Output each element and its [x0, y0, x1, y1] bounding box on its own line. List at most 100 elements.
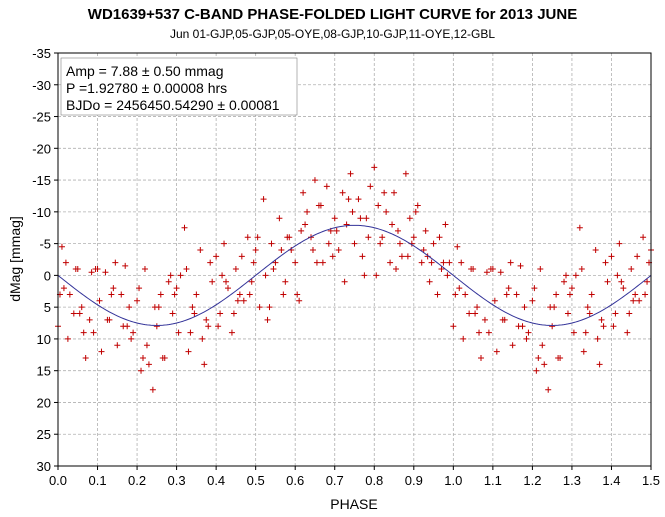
- data-point: [458, 259, 465, 266]
- data-point: [311, 177, 318, 184]
- data-point: [535, 354, 542, 361]
- data-point: [183, 266, 190, 273]
- data-point: [507, 259, 514, 266]
- data-point: [612, 310, 619, 317]
- data-point: [153, 323, 160, 330]
- data-point: [545, 386, 552, 393]
- annotation-period: P =1.92780 ± 0.00008 hrs: [66, 80, 227, 96]
- data-point: [525, 329, 532, 336]
- data-point: [145, 361, 152, 368]
- y-tick-label: -20: [32, 141, 51, 156]
- x-tick-label: 0.7: [326, 473, 344, 488]
- data-point: [620, 285, 627, 292]
- data-point: [438, 266, 445, 273]
- data-point: [555, 354, 562, 361]
- data-point: [141, 266, 148, 273]
- data-point: [624, 329, 631, 336]
- data-point: [576, 224, 583, 231]
- data-point: [201, 361, 208, 368]
- y-tick-label: -25: [32, 110, 51, 125]
- data-point: [531, 285, 538, 292]
- data-point: [98, 348, 105, 355]
- data-point: [460, 335, 467, 342]
- data-point: [351, 240, 358, 247]
- data-point: [363, 215, 370, 222]
- y-tick-label: 30: [37, 459, 51, 474]
- data-point: [110, 285, 117, 292]
- data-point: [387, 259, 394, 266]
- data-point: [598, 316, 605, 323]
- data-point: [539, 342, 546, 349]
- data-point: [485, 329, 492, 336]
- data-point: [412, 208, 419, 215]
- data-point: [636, 297, 643, 304]
- data-point: [582, 329, 589, 336]
- data-point: [584, 304, 591, 311]
- data-point: [566, 291, 573, 298]
- data-point: [594, 335, 601, 342]
- data-point: [130, 329, 137, 336]
- data-point: [509, 342, 516, 349]
- data-point: [610, 323, 617, 330]
- data-point: [578, 266, 585, 273]
- data-point: [122, 262, 129, 269]
- data-point: [446, 259, 453, 266]
- x-axis-ticks: 0.0 0.1 0.2 0.3 0.4 0.5 0.6 0.7 0.8 0.9 1.0 1.1 1.2 1…: [49, 466, 660, 488]
- data-point: [228, 329, 235, 336]
- data-point: [478, 354, 485, 361]
- data-point: [444, 272, 451, 279]
- data-point: [72, 266, 79, 273]
- y-tick-label: -10: [32, 205, 51, 220]
- data-point: [513, 291, 520, 298]
- data-point: [143, 342, 150, 349]
- data-point: [138, 367, 145, 374]
- data-point: [309, 246, 316, 253]
- data-point: [424, 253, 431, 260]
- data-point: [80, 329, 87, 336]
- data-point: [440, 259, 447, 266]
- data-point: [450, 323, 457, 330]
- x-tick-label: 1.3: [563, 473, 581, 488]
- data-point: [250, 259, 257, 266]
- data-point: [126, 304, 133, 311]
- data-point: [616, 240, 623, 247]
- data-point: [173, 285, 180, 292]
- data-point: [347, 170, 354, 177]
- data-point: [155, 304, 162, 311]
- data-point: [252, 246, 259, 253]
- data-point: [418, 259, 425, 266]
- data-point: [60, 285, 67, 292]
- data-point: [128, 335, 135, 342]
- data-point: [260, 196, 267, 203]
- data-point: [238, 253, 245, 260]
- data-point: [434, 291, 441, 298]
- data-point: [102, 269, 109, 276]
- data-point: [343, 221, 350, 228]
- data-point: [491, 297, 498, 304]
- data-point: [355, 196, 362, 203]
- y-tick-label: 15: [37, 364, 51, 379]
- data-point: [375, 202, 382, 209]
- chart-subtitle: Jun 01-GJP,05-GJP,05-OYE,08-GJP,10-GJP,1…: [169, 27, 496, 41]
- data-point: [604, 278, 611, 285]
- data-point: [319, 259, 326, 266]
- data-point: [205, 323, 212, 330]
- data-point: [270, 266, 277, 273]
- data-point: [221, 240, 228, 247]
- data-point: [272, 259, 279, 266]
- data-point: [553, 291, 560, 298]
- data-point: [189, 304, 196, 311]
- data-point: [404, 253, 411, 260]
- data-point: [394, 227, 401, 234]
- data-point: [373, 272, 380, 279]
- data-point: [159, 354, 166, 361]
- x-tick-label: 0.5: [247, 473, 265, 488]
- data-point: [112, 259, 119, 266]
- data-point: [568, 285, 575, 292]
- data-point: [213, 253, 220, 260]
- data-point: [82, 354, 89, 361]
- y-axis-label: dMag [mmag]: [7, 216, 23, 302]
- data-point: [78, 304, 85, 311]
- data-point: [391, 189, 398, 196]
